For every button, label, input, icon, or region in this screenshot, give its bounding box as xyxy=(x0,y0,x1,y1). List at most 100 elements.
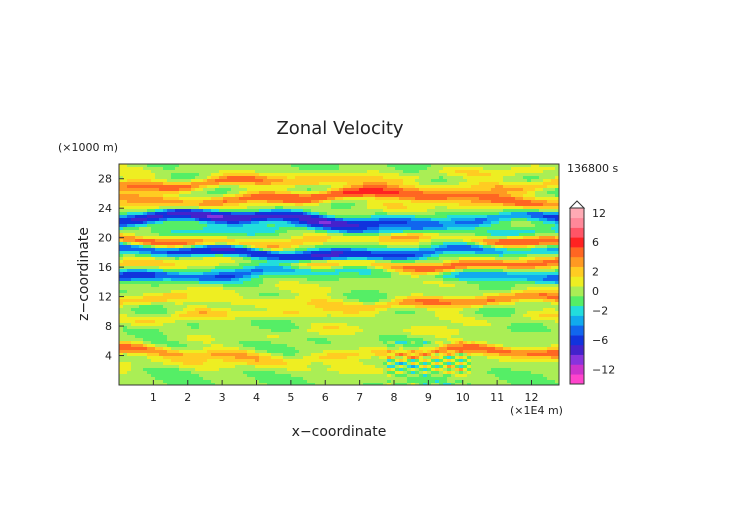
heatmap-cell xyxy=(531,197,536,201)
heatmap-cell xyxy=(491,272,496,276)
heatmap-cell xyxy=(183,269,188,273)
time-label: 136800 s xyxy=(567,162,618,175)
heatmap-cell xyxy=(255,284,260,288)
heatmap-cell xyxy=(383,188,388,192)
heatmap-cell xyxy=(183,230,188,234)
heatmap-cell xyxy=(355,218,360,222)
heatmap-cell xyxy=(483,191,488,195)
heatmap-cell xyxy=(191,203,196,207)
heatmap-cell xyxy=(467,257,472,261)
heatmap-cell xyxy=(231,233,236,237)
heatmap-cell xyxy=(431,215,436,219)
heatmap-cell xyxy=(547,227,552,231)
heatmap-cell xyxy=(315,227,320,231)
heatmap-cell xyxy=(455,176,460,180)
heatmap-cell xyxy=(303,194,308,198)
heatmap-cell xyxy=(239,221,244,225)
heatmap-cell xyxy=(399,263,404,267)
heatmap-cell xyxy=(451,215,456,219)
heatmap-cell xyxy=(399,197,404,201)
heatmap-cell xyxy=(467,281,472,285)
heatmap-cell xyxy=(415,170,420,174)
heatmap-cell xyxy=(307,173,312,177)
heatmap-cell xyxy=(255,203,260,207)
heatmap-cell xyxy=(515,203,520,207)
heatmap-cell xyxy=(215,212,220,216)
heatmap-cell xyxy=(163,293,168,297)
heatmap-cell xyxy=(135,227,140,231)
heatmap-cell xyxy=(323,218,328,222)
heatmap-cell xyxy=(127,173,132,177)
heatmap-cell xyxy=(415,245,420,249)
heatmap-cell xyxy=(411,260,416,264)
heatmap-cell xyxy=(163,257,168,261)
heatmap-cell xyxy=(223,254,228,258)
heatmap-cell xyxy=(547,266,552,270)
heatmap-cell xyxy=(167,275,172,279)
heatmap-cell xyxy=(127,281,132,285)
heatmap-cell xyxy=(431,233,436,237)
heatmap-cell xyxy=(155,224,160,228)
heatmap-cell xyxy=(359,170,364,174)
heatmap-cell xyxy=(363,230,368,234)
heatmap-cell xyxy=(259,248,264,252)
heatmap-cell xyxy=(439,287,444,291)
heatmap-cell xyxy=(347,197,352,201)
heatmap-cell xyxy=(455,212,460,216)
heatmap-cell xyxy=(343,293,348,297)
heatmap-cell xyxy=(515,179,520,183)
heatmap-cell xyxy=(263,176,268,180)
heatmap-cell xyxy=(387,275,392,279)
heatmap-cell xyxy=(199,248,204,252)
heatmap-cell xyxy=(179,281,184,285)
heatmap-cell xyxy=(187,299,192,303)
heatmap-cell xyxy=(359,164,364,168)
heatmap-cell xyxy=(479,188,484,192)
heatmap-cell xyxy=(479,218,484,222)
heatmap-cell xyxy=(387,296,392,300)
heatmap-cell xyxy=(415,224,420,228)
heatmap-cell xyxy=(159,257,164,261)
heatmap-cell xyxy=(379,263,384,267)
heatmap-cell xyxy=(451,218,456,222)
heatmap-cell xyxy=(423,251,428,255)
heatmap-cell xyxy=(507,242,512,246)
heatmap-cell xyxy=(555,227,559,231)
heatmap-cell xyxy=(539,296,544,300)
heatmap-cell xyxy=(255,293,260,297)
heatmap-cell xyxy=(179,227,184,231)
heatmap-cell xyxy=(451,182,456,186)
heatmap-cell xyxy=(403,185,408,189)
heatmap-cell xyxy=(131,221,136,225)
heatmap-cell xyxy=(323,278,328,282)
heatmap-cell xyxy=(219,293,224,297)
heatmap-cell xyxy=(503,284,508,288)
heatmap-cell xyxy=(543,227,548,231)
heatmap-cell xyxy=(519,266,524,270)
heatmap-cell xyxy=(355,179,360,183)
heatmap-cell xyxy=(147,173,152,177)
heatmap-cell xyxy=(319,197,324,201)
heatmap-cell xyxy=(471,206,476,210)
heatmap-cell xyxy=(387,236,392,240)
heatmap-cell xyxy=(207,176,212,180)
heatmap-cell xyxy=(195,236,200,240)
heatmap-cell xyxy=(375,236,380,240)
heatmap-cell xyxy=(123,209,128,213)
heatmap-cell xyxy=(255,176,260,180)
heatmap-cell xyxy=(455,209,460,213)
heatmap-cell xyxy=(179,194,184,198)
heatmap-cell xyxy=(119,239,124,243)
heatmap-cell xyxy=(259,266,264,270)
heatmap-cell xyxy=(475,266,480,270)
heatmap-cell xyxy=(343,194,348,198)
heatmap-cell xyxy=(147,215,152,219)
heatmap-cell xyxy=(439,167,444,171)
heatmap-cell xyxy=(355,236,360,240)
heatmap-cell xyxy=(331,203,336,207)
heatmap-cell xyxy=(159,275,164,279)
heatmap-cell xyxy=(403,194,408,198)
heatmap-cell xyxy=(123,293,128,297)
heatmap-cell xyxy=(403,212,408,216)
heatmap-cell xyxy=(351,284,356,288)
